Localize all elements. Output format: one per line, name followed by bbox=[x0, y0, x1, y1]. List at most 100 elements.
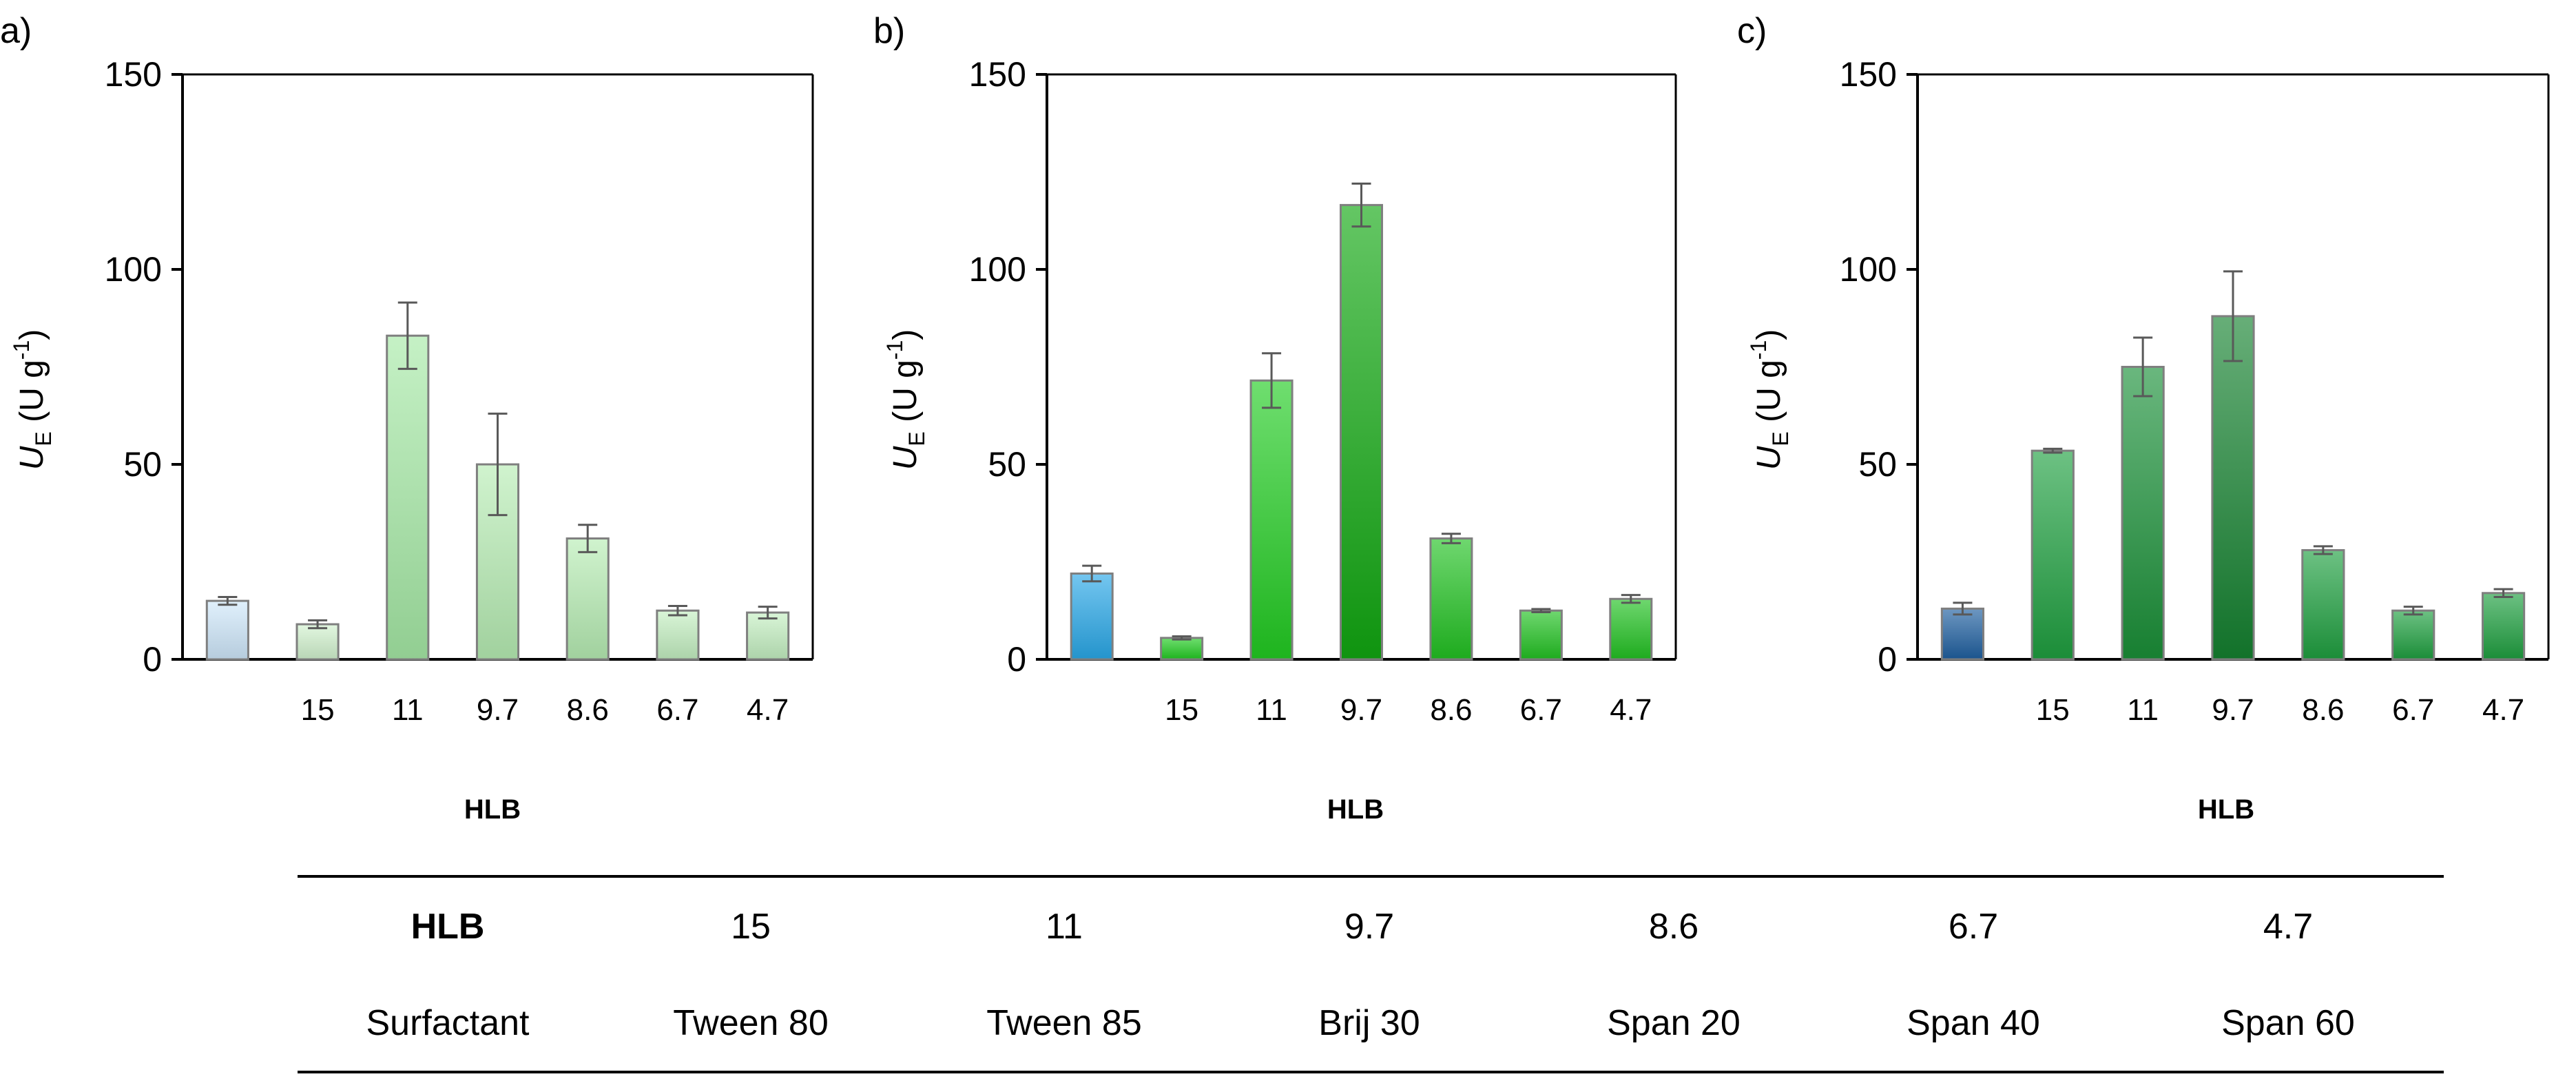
error-bar-a-0 bbox=[218, 595, 238, 606]
error-bar-b-4 bbox=[1441, 533, 1461, 544]
x-tick-label: 8.6 bbox=[567, 693, 609, 727]
bar-b-4 bbox=[1429, 537, 1473, 661]
error-bar-b-5 bbox=[1531, 608, 1551, 614]
table-surfactant-cell: Tween 85 bbox=[986, 1003, 1142, 1043]
bar-c-5 bbox=[2391, 609, 2435, 661]
x-tick-label: 9.7 bbox=[2212, 693, 2254, 727]
x-tick-label: 6.7 bbox=[2392, 693, 2434, 727]
y-tick-label: 150 bbox=[105, 55, 162, 94]
table-surfactant-cell: Span 40 bbox=[1907, 1003, 2040, 1043]
y-tick-label: 50 bbox=[123, 445, 162, 484]
bar-c-3 bbox=[2211, 315, 2255, 661]
y-tick-label: 150 bbox=[969, 55, 1026, 94]
bar-b-3 bbox=[1340, 204, 1383, 661]
error-bar-c-3 bbox=[2223, 270, 2243, 362]
bar-b-2 bbox=[1249, 379, 1294, 661]
x-tick-label: 15 bbox=[301, 693, 335, 727]
bar-a-6 bbox=[746, 611, 790, 661]
table-hlb-cell: 15 bbox=[731, 907, 771, 947]
table-hlb-header: HLB bbox=[411, 907, 485, 947]
y-tick-label: 0 bbox=[1878, 640, 1897, 679]
table-hlb-cell: 9.7 bbox=[1344, 907, 1394, 947]
x-tick-label: 6.7 bbox=[656, 693, 698, 727]
plot-area-b: 0 50 100 150 15 11 9.7 8.6 6.7 4.7 bbox=[969, 55, 1677, 727]
error-bar-b-6 bbox=[1621, 594, 1641, 604]
y-tick-label: 50 bbox=[1858, 445, 1897, 484]
table-surfactant-cell: Tween 80 bbox=[673, 1003, 829, 1043]
bar-c-4 bbox=[2301, 549, 2345, 661]
error-bar-a-3 bbox=[488, 412, 508, 517]
error-bar-a-6 bbox=[758, 606, 778, 620]
error-bar-b-3 bbox=[1351, 182, 1371, 228]
error-bar-c-4 bbox=[2313, 545, 2333, 555]
table-hlb-cell: 8.6 bbox=[1649, 907, 1699, 947]
svg-text:UE (U g-1): UE (U g-1) bbox=[882, 329, 929, 470]
plot-area-a: 0 50 100 150 15 11 9.7 8.6 6.7 4.7 bbox=[105, 55, 814, 727]
y-axis-title-c: UE (U g-1) bbox=[1746, 329, 1793, 470]
table-row-surfactant: Tween 80 Tween 85 Brij 30 Span 20 Span 40 Spa… bbox=[673, 1003, 2355, 1043]
table-surfactant-header: Surfactant bbox=[366, 1003, 530, 1043]
x-tick-label: 8.6 bbox=[2302, 693, 2344, 727]
svg-text:UE (U g-1): UE (U g-1) bbox=[9, 329, 56, 470]
error-bar-b-1 bbox=[1172, 635, 1192, 641]
bar-b-1 bbox=[1160, 637, 1204, 661]
error-bar-a-2 bbox=[397, 301, 417, 370]
x-tick-label: 4.7 bbox=[2482, 693, 2524, 727]
y-tick-label: 100 bbox=[105, 250, 162, 289]
x-axis-title-c: HLB bbox=[2198, 794, 2254, 825]
x-tick-label: 11 bbox=[1256, 693, 1287, 727]
table-surfactant-cell: Span 60 bbox=[2221, 1003, 2355, 1043]
x-axis-title-a: HLB bbox=[464, 794, 521, 825]
svg-text:UE (U g-1): UE (U g-1) bbox=[1746, 329, 1793, 470]
bar-c-6 bbox=[2481, 592, 2526, 661]
table-hlb-cell: 11 bbox=[1046, 907, 1083, 947]
error-bar-c-0 bbox=[1953, 601, 1973, 616]
bar-a-0 bbox=[205, 599, 249, 661]
bar-a-1 bbox=[295, 623, 340, 661]
bar-a-4 bbox=[565, 537, 610, 661]
error-bar-c-1 bbox=[2043, 447, 2063, 454]
x-tick-label: 9.7 bbox=[1340, 693, 1382, 727]
y-tick-label: 50 bbox=[988, 445, 1026, 484]
bar-a-2 bbox=[386, 334, 430, 661]
surfactant-table: HLB Surfactant 15 11 9.7 8.6 6.7 4.7 Tween 80… bbox=[298, 875, 2444, 1073]
y-tick-label: 0 bbox=[1007, 640, 1026, 679]
error-bar-c-6 bbox=[2493, 588, 2513, 598]
table-hlb-cell: 6.7 bbox=[1949, 907, 1998, 947]
x-tick-label: 11 bbox=[2127, 693, 2159, 727]
panel-label-a: a) bbox=[0, 11, 32, 51]
y-tick-label: 100 bbox=[1840, 250, 1897, 289]
bar-b-6 bbox=[1609, 597, 1653, 661]
bar-a-5 bbox=[656, 609, 700, 661]
x-tick-label: 9.7 bbox=[477, 693, 519, 727]
x-tick-label: 6.7 bbox=[1520, 693, 1562, 727]
x-tick-label: 8.6 bbox=[1430, 693, 1472, 727]
plot-area-c: 0 50 100 150 15 11 9.7 8.6 6.7 4.7 bbox=[1840, 55, 2550, 727]
panel-label-b: b) bbox=[873, 11, 905, 51]
bar-b-0 bbox=[1070, 572, 1114, 661]
table-row-hlb: 15 11 9.7 8.6 6.7 4.7 bbox=[731, 907, 2313, 947]
bar-c-2 bbox=[2121, 366, 2165, 661]
panel-label-c: c) bbox=[1737, 11, 1767, 51]
x-tick-label: 11 bbox=[392, 693, 424, 727]
x-tick-label: 15 bbox=[2036, 693, 2070, 727]
x-tick-label: 15 bbox=[1165, 693, 1198, 727]
y-axis-title-b: UE (U g-1) bbox=[882, 329, 929, 470]
error-bar-a-4 bbox=[578, 524, 598, 553]
table-surfactant-cell: Brij 30 bbox=[1318, 1003, 1420, 1043]
y-tick-label: 100 bbox=[969, 250, 1026, 289]
error-bar-b-0 bbox=[1082, 564, 1102, 583]
y-tick-label: 150 bbox=[1840, 55, 1897, 94]
error-bar-a-1 bbox=[308, 619, 328, 630]
table-hlb-cell: 4.7 bbox=[2263, 907, 2313, 947]
table-surfactant-cell: Span 20 bbox=[1607, 1003, 1741, 1043]
x-tick-label: 4.7 bbox=[1610, 693, 1652, 727]
bar-c-1 bbox=[2030, 449, 2075, 661]
y-axis-title-a: UE (U g-1) bbox=[9, 329, 56, 470]
error-bar-c-2 bbox=[2133, 336, 2153, 398]
x-axis-title-b: HLB bbox=[1327, 794, 1384, 825]
